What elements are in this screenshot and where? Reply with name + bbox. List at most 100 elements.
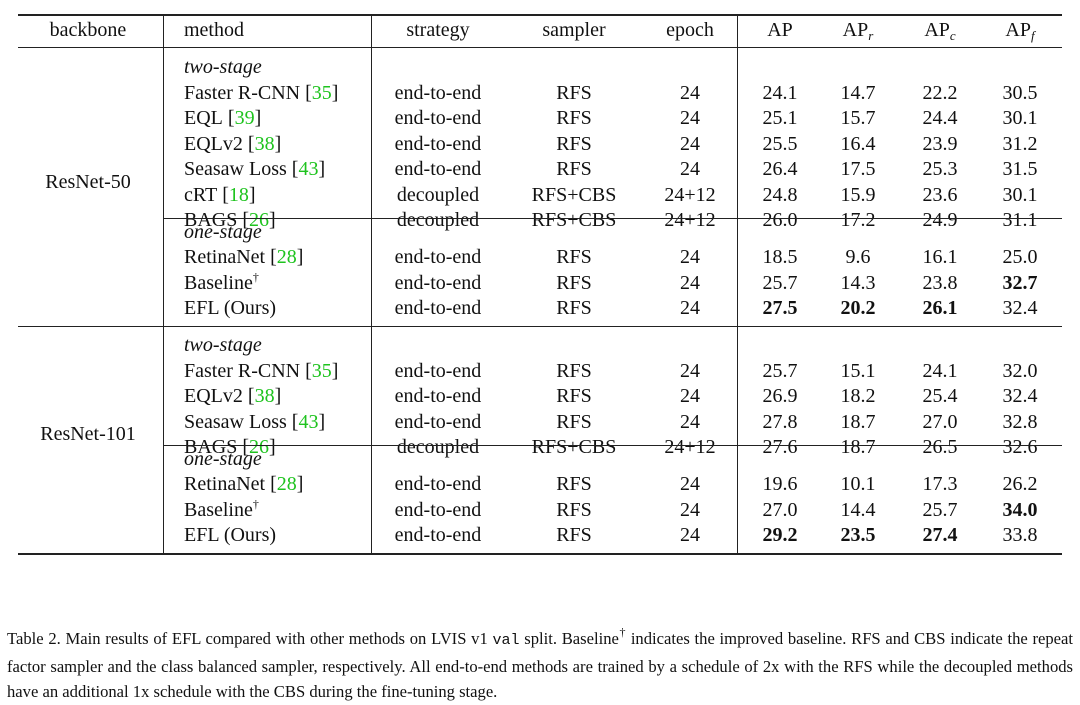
horizontal-rule bbox=[18, 326, 1062, 327]
ap-cell: 33.8 bbox=[1003, 524, 1038, 546]
ap-cell: 32.0 bbox=[1003, 360, 1038, 382]
ap-cell: 29.2 bbox=[763, 524, 798, 546]
ap-cell: 31.1 bbox=[1003, 209, 1038, 231]
ap-value: 18.5 bbox=[762, 246, 798, 268]
ap-value: 16.1 bbox=[922, 246, 958, 268]
vertical-rule bbox=[371, 15, 372, 553]
method-cell: EQLv2 [38] bbox=[184, 133, 281, 155]
citation: [ bbox=[291, 410, 299, 433]
citation: [ bbox=[247, 385, 255, 407]
strategy: decoupled bbox=[396, 436, 480, 458]
group-label: two-stage bbox=[184, 334, 262, 356]
ap-cell: 16.4 bbox=[841, 133, 876, 155]
citation: [ bbox=[291, 158, 299, 180]
ap-value: 17.3 bbox=[922, 473, 958, 495]
method-cell: RetinaNet [28] bbox=[184, 246, 303, 268]
backbone: ResNet-101 bbox=[40, 423, 136, 445]
sampler: RFS bbox=[556, 132, 592, 155]
method-cell: RetinaNet [28] bbox=[184, 473, 303, 495]
ap-value: 24.4 bbox=[922, 107, 958, 129]
ap-value: 25.7 bbox=[762, 271, 798, 294]
header-text: strategy bbox=[406, 19, 470, 41]
ap-value: 25.7 bbox=[922, 498, 958, 521]
ap-value: 23.8 bbox=[922, 271, 958, 294]
ap-value: 14.4 bbox=[840, 498, 876, 521]
backbone-cell: ResNet-50 bbox=[45, 171, 131, 193]
strategy-cell: end-to-end bbox=[395, 385, 482, 407]
ap-cell: 27.0 bbox=[923, 411, 958, 433]
citation: [ bbox=[242, 209, 250, 231]
column-header: AP bbox=[767, 19, 793, 41]
citation: ] bbox=[269, 209, 276, 231]
ap-cell: 23.6 bbox=[923, 184, 958, 206]
caption-text: † bbox=[618, 625, 627, 639]
strategy-cell: decoupled bbox=[397, 209, 479, 231]
strategy-cell: end-to-end bbox=[395, 360, 482, 382]
ap-cell: 27.4 bbox=[923, 524, 958, 546]
method-cell: EQLv2 [38] bbox=[184, 385, 281, 407]
ap-cell: 17.5 bbox=[841, 158, 876, 180]
ap-value: 26.0 bbox=[762, 209, 798, 231]
ap-cell: 18.2 bbox=[841, 385, 876, 407]
sampler-cell: RFS bbox=[556, 133, 592, 155]
strategy-cell: end-to-end bbox=[395, 297, 482, 319]
method-name: Seasaw Loss bbox=[184, 410, 287, 433]
ap-value: 30.1 bbox=[1002, 183, 1038, 206]
citation: 35 bbox=[311, 359, 332, 382]
strategy-cell: end-to-end bbox=[395, 272, 482, 294]
column-header: backbone bbox=[50, 19, 127, 41]
ap-value: 14.7 bbox=[840, 81, 876, 104]
epoch-cell: 24 bbox=[680, 82, 700, 104]
epoch: 24 bbox=[680, 385, 700, 407]
method-name: EQLv2 bbox=[184, 385, 243, 407]
epoch: 24 bbox=[680, 359, 700, 382]
epoch: 24 bbox=[680, 498, 700, 521]
epoch: 24 bbox=[680, 107, 700, 129]
sampler-cell: RFS bbox=[556, 385, 592, 407]
citation: ] bbox=[296, 246, 304, 268]
ap-value: 27.0 bbox=[762, 498, 798, 521]
ap-cell: 30.1 bbox=[1003, 107, 1038, 129]
method-name: Seasaw Loss bbox=[184, 158, 287, 180]
ap-cell: 27.0 bbox=[763, 499, 798, 521]
sampler-cell: RFS+CBS bbox=[532, 209, 617, 231]
ap-value: 17.2 bbox=[840, 209, 876, 231]
ap-cell: 25.3 bbox=[923, 158, 958, 180]
sampler-cell: RFS bbox=[556, 360, 592, 382]
ap-cell: 18.7 bbox=[841, 436, 876, 458]
ap-value: 15.9 bbox=[840, 183, 876, 206]
ap-cell: 30.5 bbox=[1003, 82, 1038, 104]
ap-value: 29.2 bbox=[762, 524, 798, 546]
epoch: 24 bbox=[680, 132, 700, 155]
epoch-cell: 24+12 bbox=[664, 436, 715, 458]
ap-cell: 22.2 bbox=[923, 82, 958, 104]
strategy: decoupled bbox=[396, 209, 480, 231]
group-label: one-stage bbox=[184, 448, 262, 470]
epoch: 24 bbox=[680, 297, 700, 319]
ap-cell: 26.2 bbox=[1003, 473, 1038, 495]
epoch: 24+12 bbox=[664, 436, 716, 458]
citation: ] bbox=[331, 359, 339, 382]
ap-cell: 26.9 bbox=[763, 385, 798, 407]
ap-value: 10.1 bbox=[840, 473, 876, 495]
method-cell: EQL [39] bbox=[184, 107, 261, 129]
ap-value: 27.5 bbox=[762, 297, 798, 319]
citation: ] bbox=[331, 81, 339, 104]
ap-cell: 32.4 bbox=[1003, 385, 1038, 407]
ap-cell: 18.5 bbox=[763, 246, 798, 268]
ap-cell: 26.5 bbox=[923, 436, 958, 458]
header-text: sampler bbox=[542, 19, 606, 41]
group-label: one-stage bbox=[184, 221, 262, 243]
citation: 26 bbox=[249, 209, 270, 231]
strategy-cell: end-to-end bbox=[395, 158, 482, 180]
ap-value: 14.3 bbox=[840, 271, 876, 294]
method-name: EFL (Ours) bbox=[184, 524, 277, 546]
ap-value: 26.9 bbox=[762, 385, 798, 407]
ap-value: 31.2 bbox=[1002, 132, 1038, 155]
method-name: Baseline bbox=[184, 271, 253, 294]
group-label: two-stage bbox=[184, 334, 262, 356]
citation: 18 bbox=[228, 183, 249, 206]
ap-cell: 24.1 bbox=[763, 82, 798, 104]
strategy: end-to-end bbox=[394, 132, 482, 155]
ap-cell: 19.6 bbox=[763, 473, 798, 495]
